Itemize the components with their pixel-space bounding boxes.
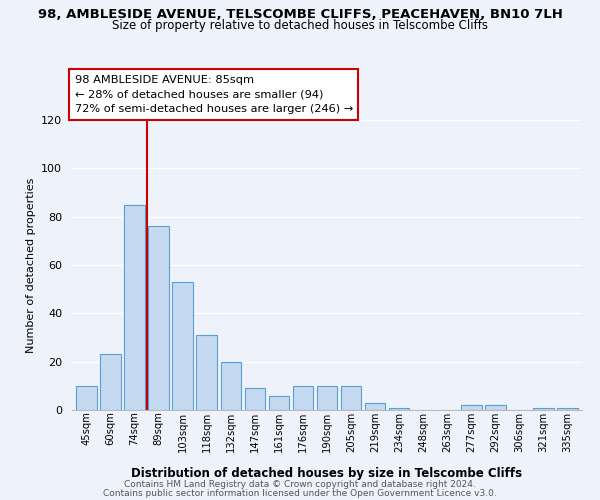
Bar (317, 386, 337, 410)
Bar (196, 335, 217, 410)
Y-axis label: Number of detached properties: Number of detached properties (26, 178, 35, 352)
Bar (533, 408, 554, 410)
Bar (461, 405, 482, 410)
Bar (485, 405, 506, 410)
Bar (389, 408, 409, 410)
Text: Contains HM Land Registry data © Crown copyright and database right 2024.: Contains HM Land Registry data © Crown c… (124, 480, 476, 489)
Text: Distribution of detached houses by size in Telscombe Cliffs: Distribution of detached houses by size … (131, 467, 523, 480)
Text: Contains public sector information licensed under the Open Government Licence v3: Contains public sector information licen… (103, 488, 497, 498)
Bar (341, 386, 361, 410)
Bar (124, 204, 145, 410)
Bar (148, 226, 169, 410)
Bar (221, 362, 241, 410)
Text: 98 AMBLESIDE AVENUE: 85sqm
← 28% of detached houses are smaller (94)
72% of semi: 98 AMBLESIDE AVENUE: 85sqm ← 28% of deta… (74, 74, 353, 114)
Bar (365, 403, 385, 410)
Bar (245, 388, 265, 410)
Bar (557, 408, 578, 410)
Bar (100, 354, 121, 410)
Bar (269, 396, 289, 410)
Bar (76, 386, 97, 410)
Bar (293, 386, 313, 410)
Text: Size of property relative to detached houses in Telscombe Cliffs: Size of property relative to detached ho… (112, 18, 488, 32)
Bar (172, 282, 193, 410)
Text: 98, AMBLESIDE AVENUE, TELSCOMBE CLIFFS, PEACEHAVEN, BN10 7LH: 98, AMBLESIDE AVENUE, TELSCOMBE CLIFFS, … (38, 8, 562, 20)
